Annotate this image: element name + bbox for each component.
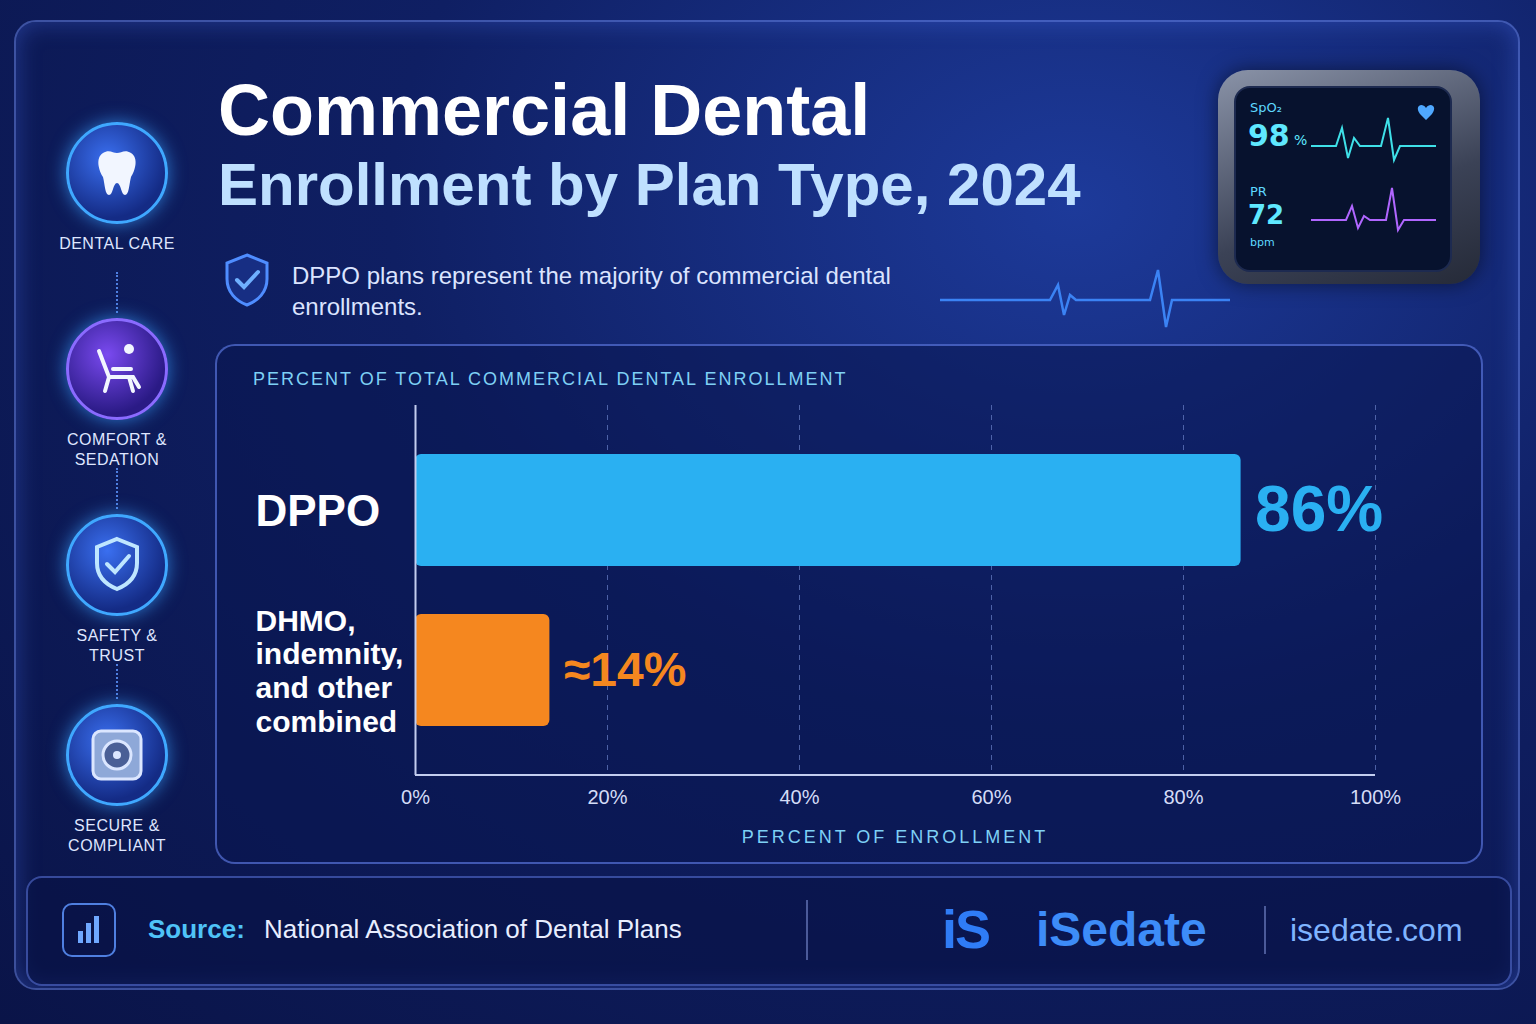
svg-text:DHMO,indemnity,and othercombin: DHMO,indemnity,and othercombined [256, 604, 404, 738]
html-text:SECURE & COMPLIANT: SECURE & COMPLIANT [68, 817, 166, 854]
html-text:Enrollment by Plan Type, 2024: Enrollment by Plan Type, 2024 [218, 150, 1081, 218]
svg-text:60%: 60% [971, 786, 1011, 808]
svg-text:86%: 86% [1255, 473, 1383, 545]
svg-text:0%: 0% [401, 786, 430, 808]
html-text:PERCENT OF TOTAL COMMERCIAL DE: PERCENT OF TOTAL COMMERCIAL DENTAL ENROL… [253, 369, 848, 389]
html-text:SAFETY & TRUST: SAFETY & TRUST [76, 627, 158, 664]
html-text:National Association of Dental: National Association of Dental Plans [264, 914, 682, 944]
html-text:iSedate: iSedate [1036, 903, 1207, 956]
svg-text:20%: 20% [587, 786, 627, 808]
svg-text:100%: 100% [1350, 786, 1401, 808]
html-text:72: 72 [1248, 200, 1285, 230]
svg-text:DPPO: DPPO [256, 486, 381, 535]
html-text:PERCENT OF ENROLLMENT: PERCENT OF ENROLLMENT [741, 827, 1049, 847]
html-text:COMFORT & SEDATION: COMFORT & SEDATION [67, 431, 167, 468]
html-text:98: 98 [1248, 118, 1290, 153]
html-text:bpm: bpm [1250, 236, 1275, 249]
html-text:SpO₂: SpO₂ [1250, 100, 1282, 115]
html-text:Source:: Source: [148, 914, 245, 944]
svg-text:40%: 40% [779, 786, 819, 808]
svg-text:80%: 80% [1163, 786, 1203, 808]
html-text:iS: iS [942, 899, 989, 959]
svg-text:≈14%: ≈14% [564, 643, 686, 696]
html-text:DENTAL CARE: DENTAL CARE [59, 235, 175, 252]
html-text:DPPO plans represent the major: DPPO plans represent the majority of com… [292, 262, 891, 320]
html-text:Commercial Dental: Commercial Dental [218, 70, 871, 150]
html-text:PR: PR [1250, 184, 1267, 199]
html-text:isedate.com: isedate.com [1290, 912, 1463, 948]
